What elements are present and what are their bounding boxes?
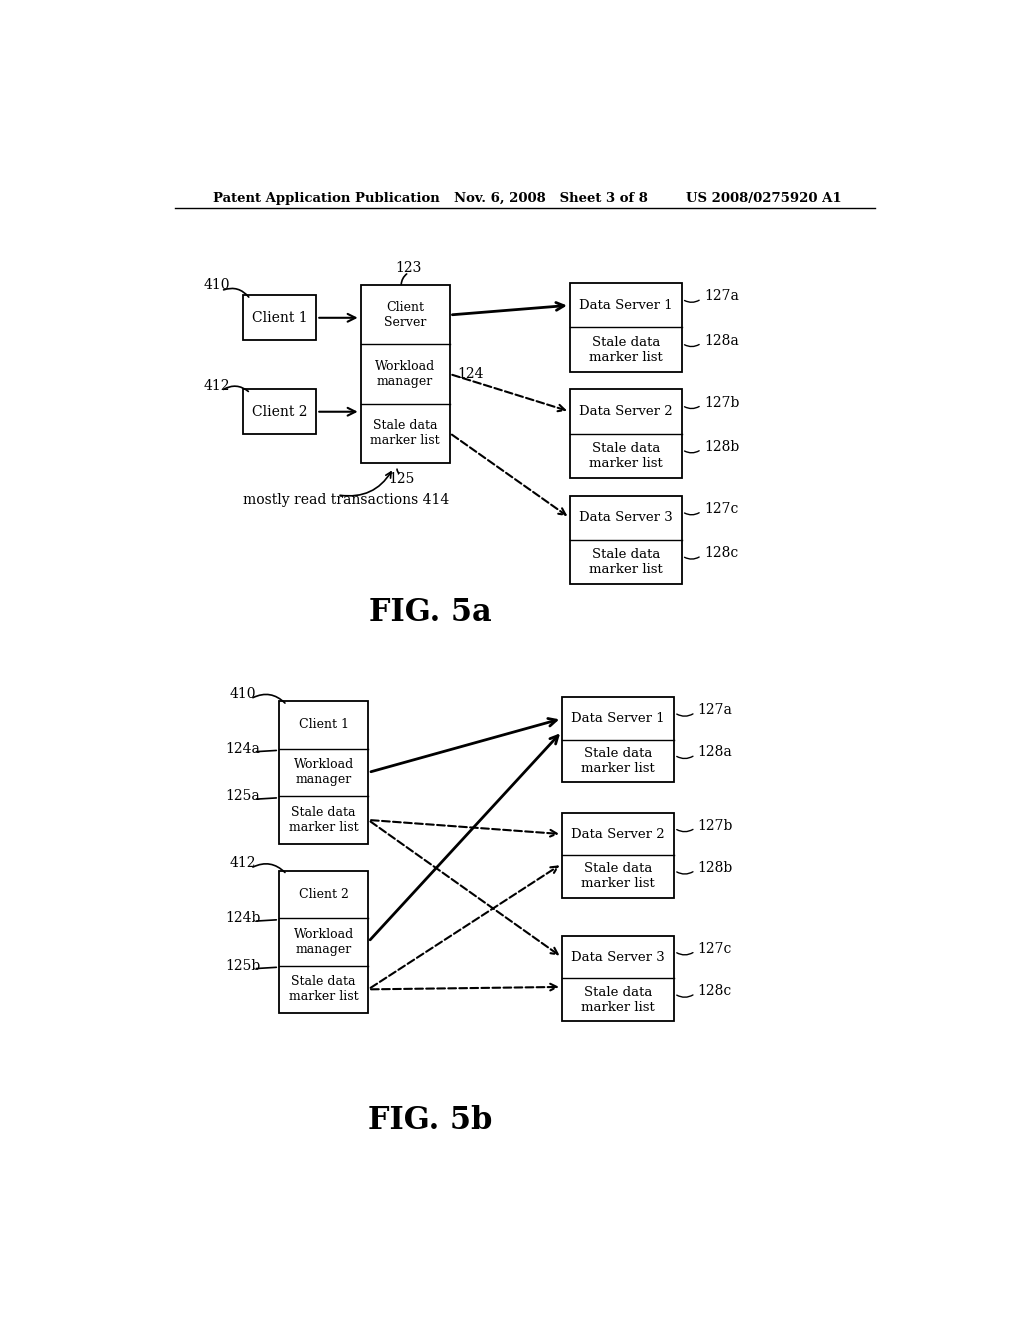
Text: Nov. 6, 2008   Sheet 3 of 8: Nov. 6, 2008 Sheet 3 of 8 <box>454 191 647 205</box>
Text: FIG. 5a: FIG. 5a <box>369 597 492 628</box>
Text: Stale data
marker list: Stale data marker list <box>582 862 655 891</box>
Text: 127b: 127b <box>703 396 739 409</box>
Bar <box>562 936 675 1020</box>
Text: Client
Server: Client Server <box>384 301 426 329</box>
Text: 125a: 125a <box>225 789 260 803</box>
Text: Client 2: Client 2 <box>252 405 307 418</box>
Bar <box>280 701 369 843</box>
Text: 128a: 128a <box>703 334 738 347</box>
Text: US 2008/0275920 A1: US 2008/0275920 A1 <box>686 191 842 205</box>
Text: Data Server 1: Data Server 1 <box>580 298 673 312</box>
Text: 127b: 127b <box>697 818 733 833</box>
Text: 128a: 128a <box>697 746 732 759</box>
Text: 410: 410 <box>229 686 256 701</box>
Text: Workload
manager: Workload manager <box>294 759 354 787</box>
Text: Client 1: Client 1 <box>299 718 349 731</box>
Text: 128c: 128c <box>697 985 732 998</box>
Bar <box>243 389 316 434</box>
Text: Data Server 3: Data Server 3 <box>579 511 673 524</box>
Text: mostly read transactions 414: mostly read transactions 414 <box>243 492 449 507</box>
Bar <box>243 296 316 341</box>
Text: 128c: 128c <box>703 546 738 560</box>
Text: FIG. 5b: FIG. 5b <box>368 1105 493 1137</box>
Text: Data Server 2: Data Server 2 <box>571 828 665 841</box>
Text: 124: 124 <box>458 367 484 381</box>
Text: Stale data
marker list: Stale data marker list <box>289 975 358 1003</box>
Bar <box>569 389 682 478</box>
Text: Client 2: Client 2 <box>299 888 348 900</box>
Text: 128b: 128b <box>703 440 739 454</box>
Text: Stale data
marker list: Stale data marker list <box>589 548 663 576</box>
Text: Workload
manager: Workload manager <box>294 928 354 956</box>
Text: Stale data
marker list: Stale data marker list <box>371 418 440 447</box>
Text: Client 1: Client 1 <box>252 310 307 325</box>
Text: 125b: 125b <box>225 958 260 973</box>
Text: Stale data
marker list: Stale data marker list <box>589 442 663 470</box>
Text: Data Server 2: Data Server 2 <box>580 405 673 418</box>
Text: 412: 412 <box>204 379 230 392</box>
Bar <box>280 871 369 1014</box>
Text: 127c: 127c <box>703 502 738 516</box>
Text: 125: 125 <box>388 473 415 487</box>
Text: 127c: 127c <box>697 941 732 956</box>
Text: Stale data
marker list: Stale data marker list <box>589 335 663 363</box>
Bar <box>562 697 675 781</box>
Bar <box>569 496 682 585</box>
Text: 127a: 127a <box>697 704 732 717</box>
Text: 412: 412 <box>229 855 256 870</box>
Text: 123: 123 <box>395 261 422 275</box>
Text: 410: 410 <box>204 279 230 293</box>
Text: 127a: 127a <box>703 289 738 304</box>
Text: Stale data
marker list: Stale data marker list <box>582 986 655 1014</box>
Text: 124a: 124a <box>225 742 260 756</box>
Text: 124b: 124b <box>225 911 260 925</box>
Text: Patent Application Publication: Patent Application Publication <box>213 191 440 205</box>
Text: 128b: 128b <box>697 861 733 875</box>
Text: Workload
manager: Workload manager <box>375 360 435 388</box>
Bar <box>360 285 450 462</box>
Text: Data Server 3: Data Server 3 <box>571 950 665 964</box>
Text: Data Server 1: Data Server 1 <box>571 711 665 725</box>
Text: Stale data
marker list: Stale data marker list <box>289 807 358 834</box>
Bar <box>569 284 682 372</box>
Bar <box>562 813 675 898</box>
Text: Stale data
marker list: Stale data marker list <box>582 747 655 775</box>
